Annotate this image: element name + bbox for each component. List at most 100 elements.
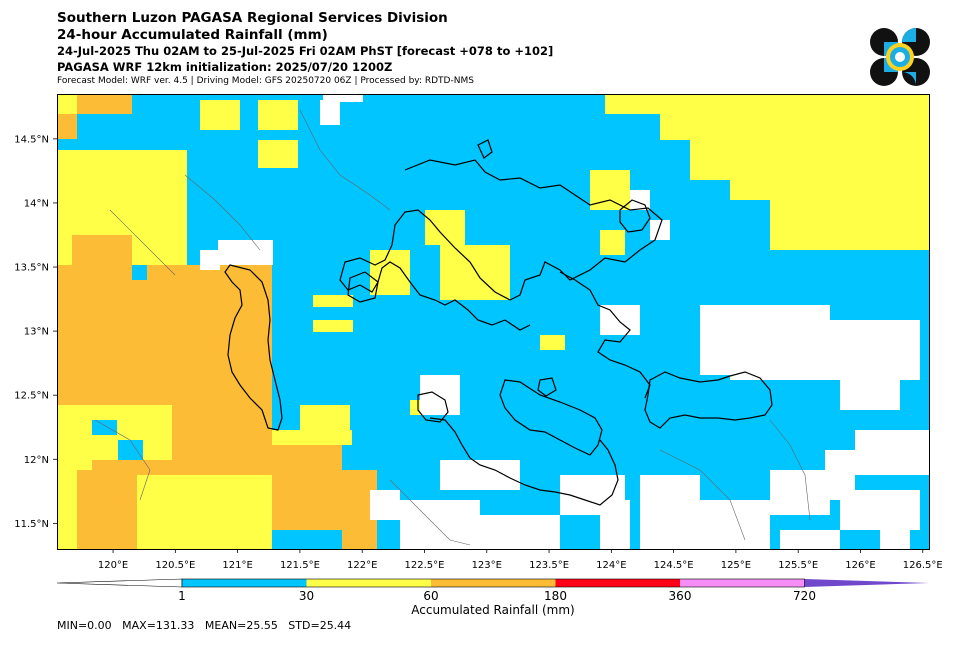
lat-tick-label: 13.5°N [14, 263, 49, 274]
lat-tick-label: 12°N [24, 455, 49, 466]
lon-tick-label: 124°E [596, 560, 626, 571]
colorbar-tick-label: 360 [669, 589, 692, 603]
rain-cell [855, 430, 930, 475]
map-title: Southern Luzon PAGASA Regional Services … [57, 10, 448, 26]
rain-cell [370, 250, 410, 295]
lon-tick-label: 122.5°E [405, 560, 445, 571]
lon-tick-label: 126°E [845, 560, 875, 571]
coastline-sibuyan [537, 377, 557, 397]
latitude-axis: 14.5°N 14°N 13.5°N 13°N 12.5°N 12°N 11.5°N [14, 134, 57, 530]
rain-cell [690, 135, 930, 180]
rain-cell [770, 195, 930, 250]
lat-tick-label: 14°N [24, 198, 49, 209]
longitude-axis: 120°E 120.5°E 121°E 121.5°E 122°E 122.5°E 123°… [98, 549, 943, 571]
rain-cell [72, 235, 137, 265]
rain-cell [780, 530, 840, 550]
rain-cell [57, 150, 132, 235]
rain-cell [640, 475, 700, 550]
rain-cell [313, 295, 353, 307]
rain-cell [600, 500, 630, 550]
lon-tick-label: 120.5°E [155, 560, 195, 571]
rain-cell [118, 440, 143, 460]
rain-cell [258, 140, 298, 168]
coastline-mindoro [224, 264, 283, 431]
rain-cell [420, 375, 460, 415]
rain-cell [218, 240, 273, 265]
rain-cell [840, 370, 900, 410]
lon-tick-label: 123°E [472, 560, 502, 571]
rain-cell [600, 230, 625, 255]
colorbar-segment [555, 579, 680, 587]
rainfall-grid [57, 94, 930, 550]
coastline-polillo [477, 139, 493, 159]
coastline-samar [644, 371, 773, 429]
lat-tick-label: 14.5°N [14, 134, 49, 145]
rain-cell [272, 445, 342, 530]
coastline-ticao [417, 391, 449, 423]
map-subtitle: 24-hour Accumulated Rainfall (mm) [57, 27, 328, 43]
colorbar-tick-label: 720 [793, 589, 816, 603]
rain-cell [200, 100, 240, 130]
colorbar-segment [306, 579, 431, 587]
rain-cell [298, 94, 323, 104]
rain-cell [240, 290, 270, 400]
rain-cell [400, 500, 480, 550]
rain-cell [92, 420, 117, 435]
lon-tick-label: 125°E [721, 560, 751, 571]
lon-tick-label: 122°E [347, 560, 377, 571]
rain-cell [660, 100, 930, 140]
lon-tick-label: 123.5°E [529, 560, 569, 571]
colorbar-segment [680, 579, 805, 587]
forecast-period: 24-Jul-2025 Thu 02AM to 25-Jul-2025 Fri … [57, 44, 554, 58]
rain-cell [700, 500, 770, 550]
rain-cell [425, 210, 465, 245]
model-info: Forecast Model: WRF ver. 4.5 | Driving M… [57, 76, 474, 86]
rain-cell [200, 250, 220, 270]
colorbar-tick-label: 180 [544, 589, 567, 603]
rain-cell [320, 100, 340, 125]
rain-cell [300, 405, 350, 430]
colorbar-tick-label: 60 [423, 589, 438, 603]
coastline-marinduque [347, 271, 379, 303]
colorbar-tick-label: 30 [299, 589, 314, 603]
rain-cell [880, 520, 910, 550]
coastline-catanduanes [619, 199, 651, 233]
rain-cell [77, 94, 132, 114]
province-borders [94, 109, 811, 546]
colorbar-segment [182, 579, 307, 587]
lat-tick-label: 11.5°N [14, 519, 49, 530]
rain-cell [137, 475, 272, 550]
rain-cell [258, 100, 298, 130]
rain-cell [57, 114, 77, 139]
rain-cell [770, 470, 830, 515]
rain-cell [132, 150, 187, 265]
rain-cell [272, 430, 352, 445]
rain-cell [323, 94, 363, 102]
lon-tick-label: 120°E [98, 560, 128, 571]
rain-cell [540, 335, 565, 350]
rain-cell [440, 245, 510, 300]
colorbar-over-extension [804, 579, 929, 587]
coastlines [224, 139, 773, 506]
rainfall-statistics: MIN=0.00 MAX=131.33 MEAN=25.55 STD=25.44 [57, 619, 352, 632]
rain-cell [77, 470, 137, 515]
lat-tick-label: 12.5°N [14, 391, 49, 402]
lon-tick-label: 125.5°E [778, 560, 818, 571]
rain-cell [370, 490, 400, 520]
rain-cell [313, 320, 353, 332]
colorbar-label: Accumulated Rainfall (mm) [411, 603, 574, 617]
rain-cell [132, 265, 147, 280]
coastline-masbate [499, 379, 603, 456]
colorbar-outline [181, 578, 805, 588]
pagasa-seal-icon [870, 28, 930, 86]
lon-tick-label: 121.5°E [280, 560, 320, 571]
lat-tick-label: 13°N [24, 327, 49, 338]
rain-cell [650, 220, 670, 240]
rain-cell [600, 305, 640, 335]
map-border [57, 94, 930, 550]
coastline-bicol-east [559, 271, 651, 399]
rain-cell [700, 340, 745, 375]
lon-tick-label: 124.5°E [654, 560, 694, 571]
model-initialization: PAGASA WRF 12km initialization: 2025/07/… [57, 60, 393, 74]
